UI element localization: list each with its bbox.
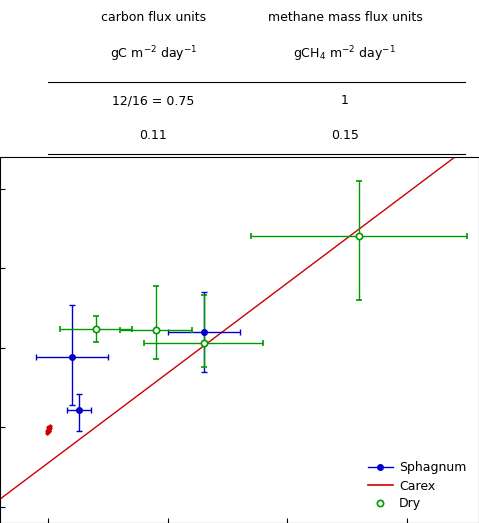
Text: $\rm gC\ m^{-2}\ day^{-1}$: $\rm gC\ m^{-2}\ day^{-1}$ [110, 44, 197, 63]
Text: $\rm gCH_4\ m^{-2}\ day^{-1}$: $\rm gCH_4\ m^{-2}\ day^{-1}$ [294, 44, 396, 63]
Text: 0.15: 0.15 [331, 129, 359, 142]
Text: 1: 1 [341, 94, 349, 107]
Text: 0.11: 0.11 [139, 129, 167, 142]
Legend: Sphagnum, Carex, Dry: Sphagnum, Carex, Dry [362, 455, 473, 517]
Text: methane mass flux units: methane mass flux units [267, 11, 422, 24]
Text: 12/16 = 0.75: 12/16 = 0.75 [112, 94, 194, 107]
Text: carbon flux units: carbon flux units [101, 11, 206, 24]
